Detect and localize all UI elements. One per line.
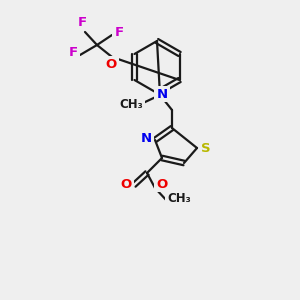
Text: S: S (201, 142, 211, 154)
Text: N: N (140, 133, 152, 146)
Text: F: F (68, 46, 78, 59)
Text: CH₃: CH₃ (167, 193, 191, 206)
Text: O: O (156, 178, 168, 190)
Text: O: O (120, 178, 132, 190)
Text: F: F (114, 26, 124, 40)
Text: N: N (156, 88, 168, 100)
Text: F: F (77, 16, 87, 28)
Text: O: O (105, 58, 117, 70)
Text: CH₃: CH₃ (119, 98, 143, 112)
